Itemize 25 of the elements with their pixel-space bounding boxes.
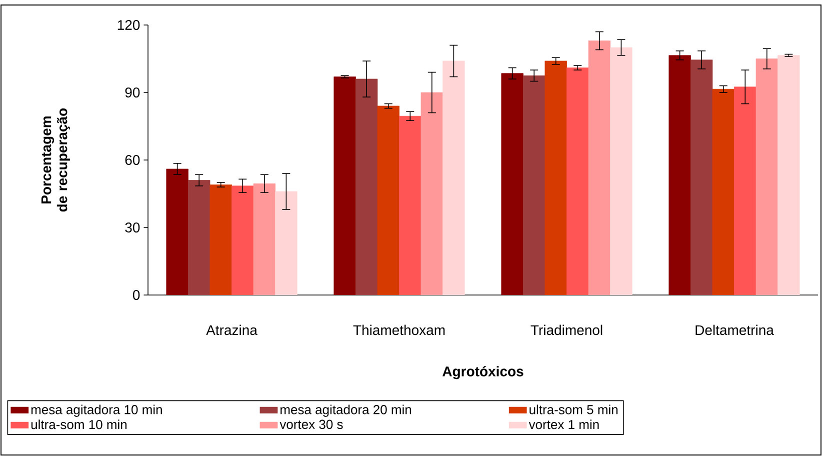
x-axis-title: Agrotóxicos	[442, 366, 524, 380]
y-tick-label: 90	[125, 88, 140, 98]
legend-label: mesa agitadora 20 min	[280, 404, 412, 417]
y-tick-label: 60	[125, 155, 140, 165]
bar	[734, 86, 756, 295]
legend-label: mesa agitadora 10 min	[31, 404, 162, 417]
bar	[778, 55, 800, 295]
bar	[275, 191, 298, 295]
bar	[442, 60, 465, 295]
bar	[610, 47, 632, 295]
x-tick-label: Thiamethoxam	[353, 324, 445, 336]
legend-label: vortex 1 min	[528, 420, 599, 430]
bar	[232, 186, 254, 295]
bar	[399, 116, 422, 295]
legend-label: ultra-som 5 min	[530, 404, 618, 414]
x-tick-label: Deltametrina	[696, 324, 774, 336]
y-tick-label: 0	[132, 290, 140, 300]
y-axis-title: Porcentagem de recuperação	[41, 108, 70, 212]
legend-label: ultra-som 10 min	[31, 420, 127, 430]
y-tick-label: 30	[125, 222, 140, 232]
bar	[566, 68, 589, 295]
legend-label: vortex 30 s	[280, 420, 343, 429]
x-tick-label: Atrazina	[206, 324, 258, 336]
x-tick-label: Triadimenol	[530, 324, 602, 336]
y-tick-label: 120	[118, 20, 140, 30]
